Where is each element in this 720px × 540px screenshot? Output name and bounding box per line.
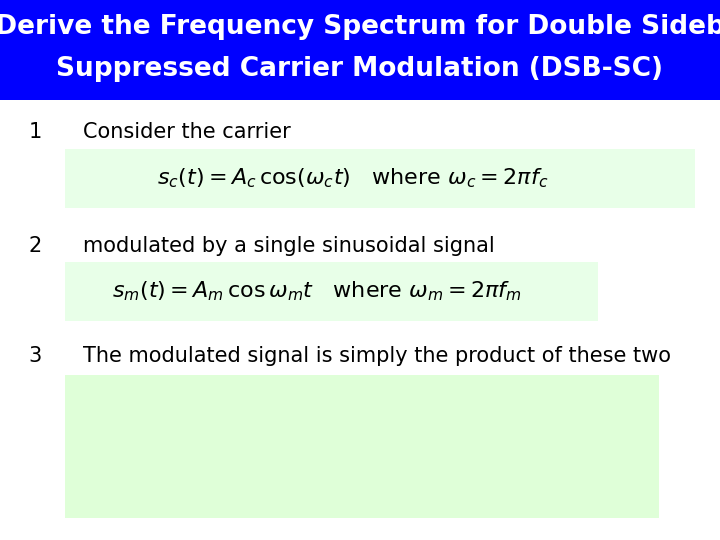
Text: Consider the carrier: Consider the carrier xyxy=(83,122,291,143)
Text: 2: 2 xyxy=(29,235,42,256)
FancyBboxPatch shape xyxy=(65,262,598,321)
Text: $s_m(t) = A_m\,\cos\omega_m t$   where $\omega_m = 2\pi f_m$: $s_m(t) = A_m\,\cos\omega_m t$ where $\o… xyxy=(112,280,522,303)
Text: modulated by a single sinusoidal signal: modulated by a single sinusoidal signal xyxy=(83,235,495,256)
Text: 3: 3 xyxy=(29,346,42,367)
Text: The modulated signal is simply the product of these two: The modulated signal is simply the produ… xyxy=(83,346,671,367)
Text: 1: 1 xyxy=(29,122,42,143)
Text: 11. Derive the Frequency Spectrum for Double Sideband: 11. Derive the Frequency Spectrum for Do… xyxy=(0,14,720,40)
Text: Suppressed Carrier Modulation (DSB-SC): Suppressed Carrier Modulation (DSB-SC) xyxy=(56,56,664,82)
Text: $s_c(t) = A_c\,\cos(\omega_c t)$   where $\omega_c = 2\pi f_c$: $s_c(t) = A_c\,\cos(\omega_c t)$ where $… xyxy=(157,166,549,190)
FancyBboxPatch shape xyxy=(65,148,695,208)
FancyBboxPatch shape xyxy=(0,0,720,100)
FancyBboxPatch shape xyxy=(65,375,659,518)
